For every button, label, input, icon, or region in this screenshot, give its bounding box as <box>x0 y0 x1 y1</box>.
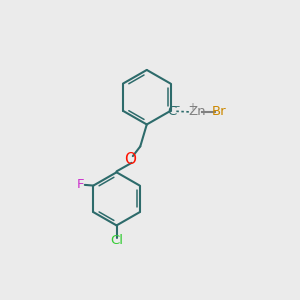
Text: +: + <box>188 102 196 112</box>
Text: −: − <box>172 102 181 112</box>
Text: Cl: Cl <box>110 234 123 247</box>
Text: C: C <box>167 105 176 118</box>
Text: Zn: Zn <box>188 106 206 118</box>
Text: F: F <box>77 178 84 191</box>
Text: O: O <box>124 152 136 166</box>
Text: Br: Br <box>212 106 227 118</box>
